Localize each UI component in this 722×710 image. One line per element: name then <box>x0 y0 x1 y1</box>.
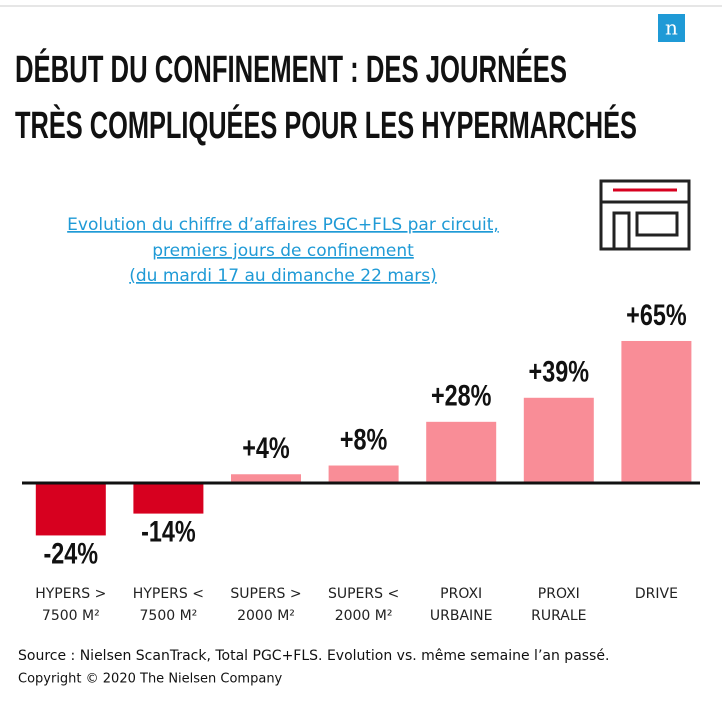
bar <box>231 474 301 483</box>
subtitle-line: premiers jours de confinement <box>152 241 414 261</box>
x-tick-label: PROXI RURALE <box>531 586 587 624</box>
source: Source : Nielsen ScanTrack, Total PGC+FL… <box>18 648 609 664</box>
x-tick-label-box: HYPERS > 7500 M² <box>35 586 107 624</box>
logo: n <box>665 16 678 40</box>
plot: -24% HYPERS > 7500 M² -14% HYPERS < 7500 M²… <box>35 298 692 624</box>
value-label: +8% <box>340 423 388 456</box>
x-tick-label: SUPERS > 2000 M² <box>230 586 302 624</box>
copyright: Copyright © 2020 The Nielsen Company <box>18 672 283 687</box>
value-label: -14% <box>141 515 196 548</box>
x-tick-label-box: HYPERS < 7500 M² <box>132 586 204 624</box>
x-tick-label-box: SUPERS < 2000 M² <box>327 586 400 624</box>
store-icon <box>599 179 691 251</box>
bar <box>35 483 106 536</box>
value-label: -24% <box>43 537 98 570</box>
x-tick-label-box: PROXI RURALE <box>531 586 587 624</box>
value-label: +39% <box>529 355 590 388</box>
bar <box>621 340 692 483</box>
bar <box>523 397 594 483</box>
x-tick-label-box: DRIVE <box>634 586 678 602</box>
value-label: +65% <box>626 298 687 331</box>
subtitle-line: (du mardi 17 au dimanche 22 mars) <box>129 266 437 286</box>
value-label: +28% <box>431 379 492 412</box>
x-tick-label: DRIVE <box>634 586 678 602</box>
bar <box>426 421 497 483</box>
logo-box <box>658 14 685 42</box>
x-tick-label-box: PROXI URBAINE <box>429 586 493 624</box>
x-tick-label: HYPERS > 7500 M² <box>35 586 107 624</box>
bar <box>328 465 399 483</box>
x-tick-label-box: SUPERS > 2000 M² <box>230 586 302 624</box>
title-line: DÉBUT DU CONFINEMENT : DES JOURNÉES <box>15 47 567 91</box>
x-tick-label: PROXI URBAINE <box>429 586 493 624</box>
title-line: TRÈS COMPLIQUÉES POUR LES HYPERMARCHÉS <box>15 103 637 147</box>
value-label: +4% <box>242 431 290 464</box>
subtitle-line: Evolution du chiffre d’affaires PGC+FLS … <box>67 215 499 235</box>
x-tick-label: SUPERS < 2000 M² <box>327 586 400 624</box>
bar <box>133 483 204 514</box>
x-tick-label: HYPERS < 7500 M² <box>132 586 204 624</box>
